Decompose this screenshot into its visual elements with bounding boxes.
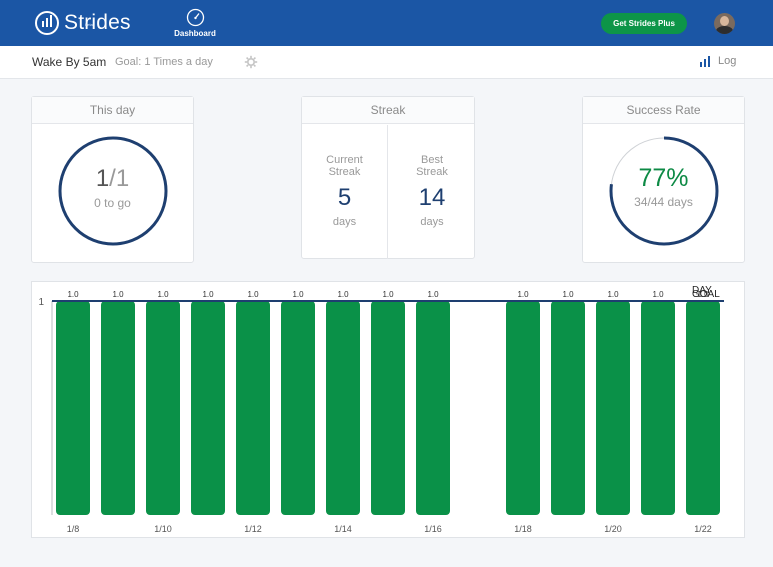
chart-bar (146, 301, 180, 515)
speedometer-icon (186, 8, 204, 27)
this-day-title: This day (32, 97, 193, 124)
strides-logo-icon (35, 11, 59, 35)
daily-chart: 1 1.0 1/8 1.0 1.0 1/10 1.0 1.0 1/12 1.0 1.0 1/14 1.0… (31, 281, 745, 538)
best-streak-value: 14 (418, 184, 446, 211)
bar-value-label: 1.0 (67, 290, 79, 299)
x-tick-label: 1/18 (514, 524, 532, 534)
nav-dashboard[interactable]: Dashboard (170, 8, 220, 38)
chart-bar (56, 301, 90, 515)
success-rate-percent: 77% (638, 164, 689, 192)
best-streak-unit: days (420, 216, 444, 228)
best-streak-label-2: Streak (416, 166, 448, 178)
bar-value-label: 1.0 (247, 290, 259, 299)
chart-bar (281, 301, 315, 515)
daily-bar-chart: 1 1.0 1/8 1.0 1.0 1/10 1.0 1.0 1/12 1.0 1.0 1/14 1.0… (38, 285, 724, 534)
y-tick-label: 1 (38, 297, 44, 308)
habit-title: Wake By 5am (32, 55, 107, 69)
success-rate-card: Success Rate 77% 34/44 days (582, 96, 745, 263)
this-day-card: This day 1/1 0 to go (31, 96, 194, 263)
bar-value-label: 1.0 (652, 290, 664, 299)
best-streak-label-1: Best (420, 154, 443, 166)
chart-bar (371, 301, 405, 515)
beta-tag: beta (85, 22, 93, 27)
bar-value-label: 1.0 (202, 290, 214, 299)
user-avatar[interactable] (714, 13, 735, 34)
nav-dashboard-label: Dashboard (174, 29, 216, 38)
chart-bar (236, 301, 270, 515)
habit-bar: Wake By 5am Goal: 1 Times a day Log (0, 46, 773, 79)
bar-value-label: 1.0 (292, 290, 304, 299)
x-tick-label: 1/16 (424, 524, 442, 534)
x-tick-label: 1/8 (67, 524, 80, 534)
bar-value-label: 1.0 (337, 290, 349, 299)
bar-value-label: 1.0 (427, 290, 439, 299)
goal-label-goal: GOAL (692, 289, 720, 300)
bar-value-label: 1.0 (157, 290, 169, 299)
chart-bar (686, 301, 720, 515)
chart-bar (641, 301, 675, 515)
bar-value-label: 1.0 (697, 290, 709, 299)
chart-bar (326, 301, 360, 515)
current-streak-unit: days (332, 216, 357, 228)
chart-bar (191, 301, 225, 515)
this-day-count: 1/1 (95, 165, 130, 192)
log-link[interactable]: Log (700, 55, 736, 67)
chart-bar (506, 301, 540, 515)
get-strides-plus-button[interactable]: Get Strides Plus (601, 13, 687, 34)
goal-label-day: DAY (692, 285, 712, 296)
bar-chart-icon (700, 55, 712, 67)
this-day-ring (58, 136, 168, 246)
current-streak-label-1: Current (326, 154, 363, 166)
streak-title: Streak (302, 97, 474, 124)
x-tick-label: 1/12 (244, 524, 262, 534)
bar-value-label: 1.0 (562, 290, 574, 299)
habit-goal: Goal: 1 Times a day (115, 56, 213, 68)
current-streak-value: 5 (337, 184, 352, 211)
app-name: Strides (64, 11, 131, 34)
x-tick-label: 1/14 (334, 524, 352, 534)
current-streak: Current Streak 5 days (302, 125, 388, 259)
x-tick-label: 1/10 (154, 524, 172, 534)
strides-logo[interactable]: Strides (35, 9, 131, 37)
current-streak-label-2: Streak (328, 166, 361, 178)
best-streak: Best Streak 14 days (389, 125, 475, 259)
success-rate-title: Success Rate (583, 97, 744, 124)
x-tick-label: 1/22 (694, 524, 712, 534)
chart-bar (101, 301, 135, 515)
log-label: Log (718, 55, 737, 67)
success-rate-fraction: 34/44 days (634, 195, 693, 209)
this-day-remaining: 0 to go (94, 196, 131, 210)
chart-bar (596, 301, 630, 515)
chart-bar (416, 301, 450, 515)
x-tick-label: 1/20 (604, 524, 622, 534)
success-rate-ring (609, 136, 719, 246)
chart-bar (551, 301, 585, 515)
gear-icon[interactable] (244, 55, 258, 69)
bar-value-label: 1.0 (517, 290, 529, 299)
top-nav: Strides beta Dashboard Get Strides Plus (0, 0, 773, 46)
bar-value-label: 1.0 (607, 290, 619, 299)
bar-value-label: 1.0 (112, 290, 124, 299)
streak-card: Streak Current Streak 5 days Best Streak… (301, 96, 475, 259)
bar-value-label: 1.0 (382, 290, 394, 299)
